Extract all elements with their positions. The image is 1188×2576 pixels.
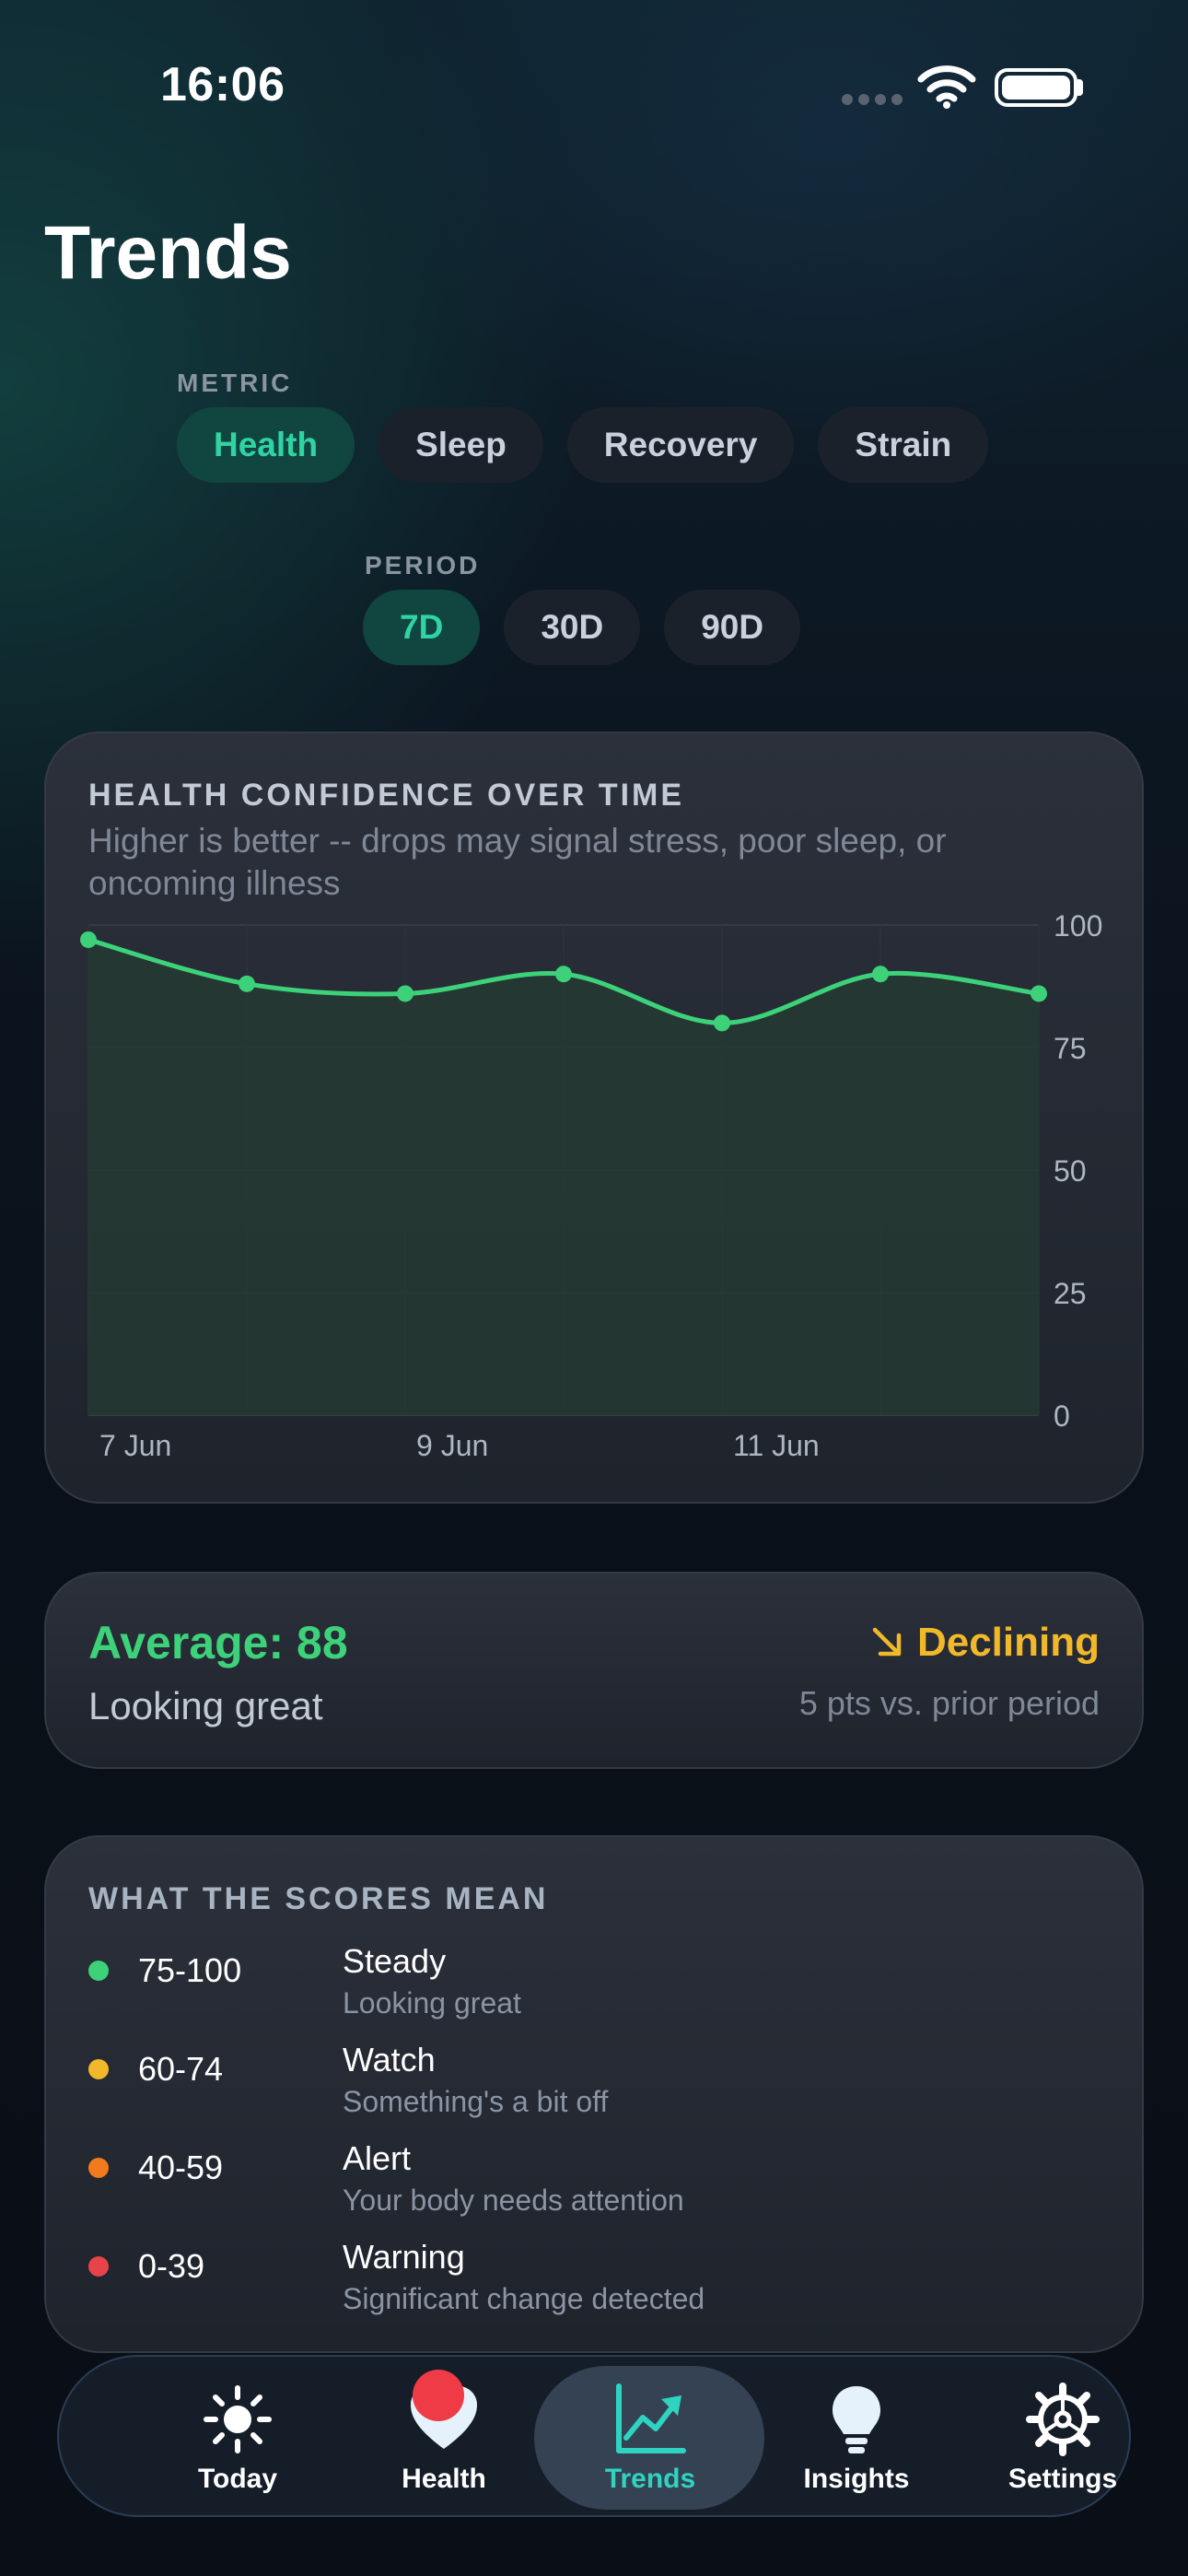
metric-selector: Health Sleep Recovery Strain — [177, 407, 989, 483]
period-chip-90d[interactable]: 90D — [664, 590, 801, 665]
legend-name: Watch — [343, 2041, 436, 2078]
status-dot-green — [88, 1961, 109, 1981]
legend-desc: Something's a bit off — [343, 2085, 609, 2118]
tab-label: Trends — [604, 2464, 696, 2494]
health-confidence-chart: 0 25 50 75 100 7 Jun 9 Jun 11 Jun — [80, 909, 1102, 1462]
status-dot-yellow — [88, 2059, 109, 2079]
y-tick-label: 25 — [1054, 1277, 1087, 1310]
metric-chip-sleep[interactable]: Sleep — [379, 407, 543, 483]
legend-item-warning: 0-39 Warning Significant change detected — [88, 2238, 1101, 2321]
status-time: 16:06 — [160, 58, 285, 111]
period-label: PERIOD — [365, 551, 481, 580]
y-tick-label: 0 — [1054, 1399, 1070, 1433]
period-chip-30d[interactable]: 30D — [504, 590, 641, 665]
period-selector: 7D 30D 90D — [363, 590, 801, 665]
chart-title: HEALTH CONFIDENCE OVER TIME — [88, 778, 685, 813]
y-tick-label: 75 — [1054, 1032, 1087, 1065]
y-tick-label: 100 — [1054, 909, 1102, 943]
summary-card: Average: 88 Looking great Declining 5 pt… — [44, 1572, 1144, 1769]
trend-status: Declining — [869, 1620, 1100, 1666]
status-dot-red — [88, 2256, 109, 2277]
chart-area-fill — [88, 939, 1039, 1415]
battery-cap — [1077, 79, 1083, 96]
legend-item-steady: 75-100 Steady Looking great — [88, 1942, 1101, 2025]
metric-chip-strain[interactable]: Strain — [818, 407, 989, 483]
tab-trends[interactable]: Trends — [534, 2357, 764, 2519]
legend-desc: Significant change detected — [343, 2282, 705, 2315]
x-tick-label: 11 Jun — [733, 1429, 820, 1462]
x-tick-label: 7 Jun — [99, 1429, 171, 1462]
average-value: Average: 88 — [88, 1617, 348, 1669]
legend-desc: Looking great — [343, 1986, 521, 2020]
notification-badge — [413, 2370, 464, 2421]
legend-name: Warning — [343, 2238, 465, 2276]
y-tick-label: 50 — [1054, 1154, 1087, 1188]
data-point — [714, 1014, 730, 1032]
legend-name: Alert — [343, 2139, 412, 2177]
lightbulb-icon — [833, 2386, 880, 2453]
tab-insights[interactable]: Insights — [746, 2357, 967, 2519]
gear-icon — [1026, 2383, 1100, 2456]
sun-icon — [204, 2385, 272, 2453]
tab-label: Insights — [803, 2464, 910, 2494]
metric-label: METRIC — [177, 369, 293, 397]
score-legend-card: WHAT THE SCORES MEAN 75-100 Steady Looki… — [44, 1835, 1144, 2353]
data-point — [1031, 985, 1047, 1002]
tab-label: Settings — [1007, 2464, 1118, 2494]
chart-card: HEALTH CONFIDENCE OVER TIME Higher is be… — [44, 732, 1144, 1504]
period-chip-7d[interactable]: 7D — [363, 590, 481, 665]
x-tick-label: 9 Jun — [416, 1429, 488, 1462]
page-title: Trends — [44, 211, 292, 295]
tab-settings[interactable]: Settings — [952, 2357, 1173, 2519]
metric-chip-recovery[interactable]: Recovery — [566, 407, 795, 483]
tab-today[interactable]: Today — [127, 2357, 348, 2519]
legend-name: Steady — [343, 1942, 447, 1980]
legend-title: WHAT THE SCORES MEAN — [88, 1881, 549, 1916]
data-point — [239, 975, 255, 992]
legend-item-watch: 60-74 Watch Something's a bit off — [88, 2041, 1101, 2124]
cellular-signal-icon — [842, 94, 903, 105]
data-point — [397, 985, 413, 1002]
legend-range: 40-59 — [138, 2149, 224, 2186]
legend-item-alert: 40-59 Alert Your body needs attention — [88, 2139, 1101, 2222]
wifi-icon — [917, 65, 976, 109]
chart-trend-icon — [616, 2383, 686, 2453]
legend-range: 75-100 — [138, 1951, 242, 1989]
status-dot-orange — [88, 2158, 109, 2178]
arrow-down-right-icon — [872, 1627, 902, 1657]
battery-icon — [995, 68, 1077, 107]
tab-label: Today — [197, 2464, 278, 2494]
legend-range: 60-74 — [138, 2050, 224, 2088]
trend-label: Declining — [916, 1620, 1100, 1665]
trend-caption: 5 pts vs. prior period — [798, 1684, 1100, 1722]
metric-chip-health[interactable]: Health — [177, 407, 355, 483]
legend-range: 0-39 — [138, 2247, 205, 2285]
tab-label: Health — [402, 2464, 486, 2494]
data-point — [555, 966, 572, 983]
data-point — [80, 931, 97, 948]
tab-bar: Today Health Trends Insights — [57, 2355, 1131, 2517]
average-caption: Looking great — [88, 1684, 323, 1727]
chart-subtitle: Higher is better -- drops may signal str… — [88, 822, 947, 902]
legend-desc: Your body needs attention — [343, 2184, 684, 2217]
data-point — [872, 966, 889, 983]
